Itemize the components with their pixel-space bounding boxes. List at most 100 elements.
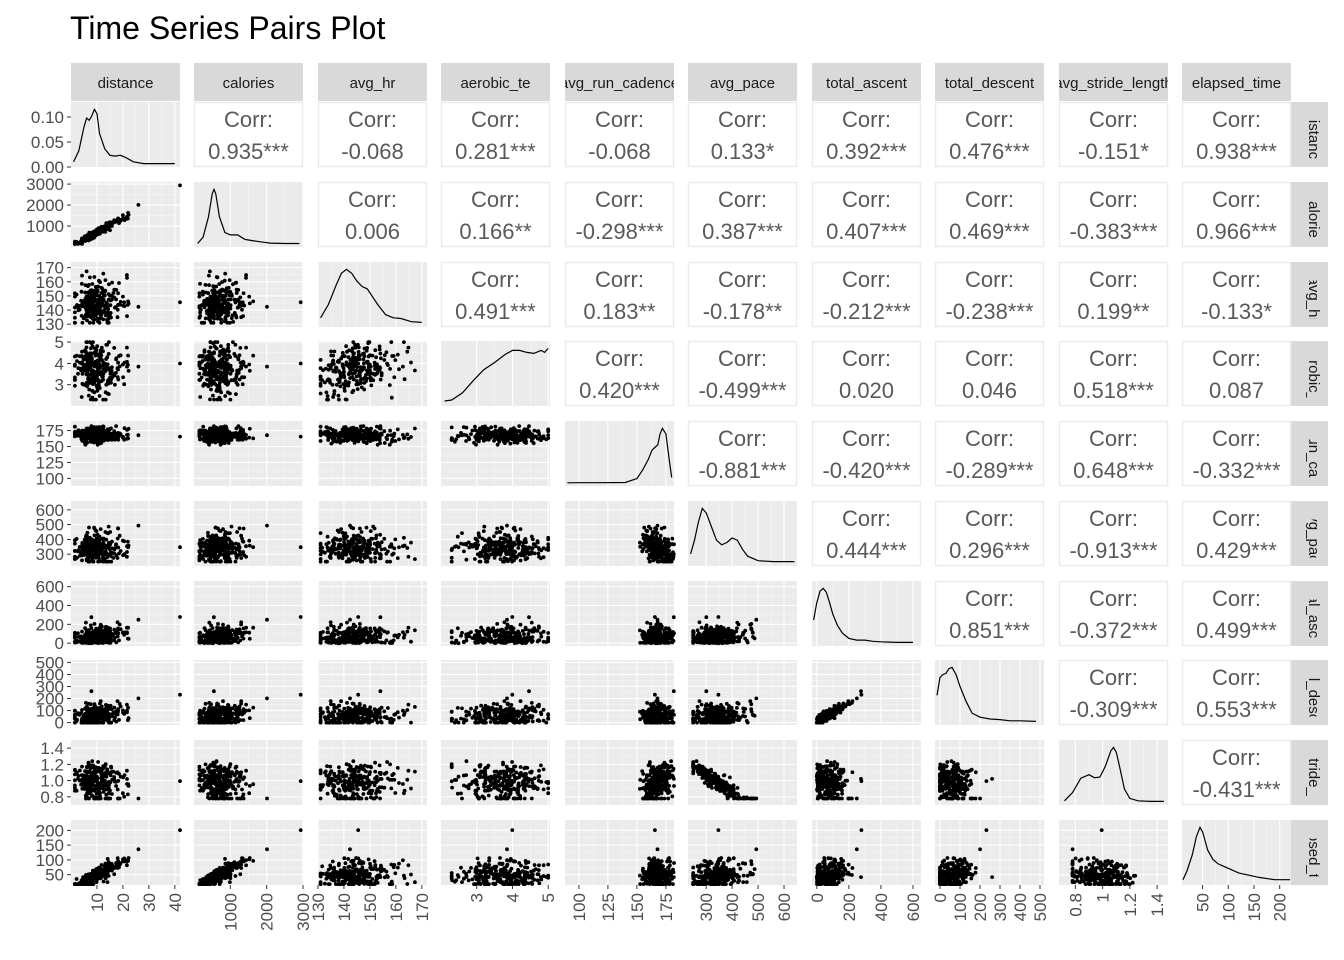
- scatter-point: [470, 428, 475, 433]
- corr-label: Corr:: [471, 187, 520, 212]
- scatter-point: [217, 293, 222, 298]
- scatter-point: [117, 302, 122, 307]
- scatter-point: [95, 428, 99, 433]
- scatter-point: [365, 359, 370, 364]
- scatter-point: [223, 626, 227, 631]
- scatter-point: [409, 639, 413, 644]
- scatter-point: [392, 375, 397, 380]
- corr-value: -0.298***: [575, 219, 664, 244]
- scatter-point: [479, 431, 484, 436]
- scatter-point: [205, 365, 210, 369]
- scatter-point: [453, 439, 457, 444]
- scatter-point: [126, 636, 130, 641]
- scatter-point: [355, 365, 359, 370]
- scatter-point: [234, 280, 239, 285]
- scatter-point: [116, 526, 120, 531]
- strip-top-label: avg_pace: [710, 75, 775, 92]
- scatter-point: [117, 622, 122, 627]
- scatter-point: [73, 375, 77, 380]
- scatter-point: [651, 530, 656, 534]
- scatter-point: [477, 559, 482, 564]
- scatter-point: [80, 372, 85, 376]
- scatter-point: [265, 304, 269, 309]
- scatter-point: [223, 305, 227, 310]
- scatter-point: [95, 532, 100, 537]
- corr-label: Corr:: [1089, 187, 1138, 212]
- scatter-point: [365, 555, 370, 559]
- scatter-point: [357, 353, 362, 358]
- scatter-point: [532, 428, 537, 433]
- scatter-point: [373, 559, 377, 564]
- scatter-point: [375, 430, 379, 435]
- scatter-point: [395, 556, 400, 560]
- scatter-point: [247, 301, 252, 306]
- scatter-point: [336, 393, 341, 398]
- scatter-point: [91, 637, 95, 642]
- scatter-point: [521, 541, 526, 545]
- scatter-point: [521, 428, 526, 433]
- scatter-point: [326, 548, 330, 552]
- scatter-point: [329, 353, 334, 358]
- scatter-point: [203, 299, 208, 304]
- scatter-point: [213, 525, 218, 530]
- scatter-point: [645, 529, 650, 533]
- scatter-point: [473, 536, 478, 541]
- scatter-point: [642, 525, 647, 530]
- scatter-point: [512, 440, 517, 445]
- scatter-point: [117, 551, 121, 556]
- scatter-point: [355, 426, 359, 431]
- scatter-point: [216, 640, 220, 645]
- scatter-point: [230, 294, 234, 298]
- corr-value: -0.068: [588, 139, 650, 164]
- scatter-point: [95, 370, 100, 375]
- scatter-point: [513, 428, 518, 432]
- scatter-point: [488, 430, 493, 435]
- scatter-point: [326, 377, 331, 382]
- scatter-point: [382, 547, 387, 551]
- scatter-point: [109, 550, 114, 555]
- scatter-point: [405, 349, 410, 354]
- scatter-point: [541, 546, 546, 550]
- scatter-point: [223, 318, 228, 322]
- scatter-point: [449, 425, 454, 430]
- scatter-point: [377, 347, 382, 352]
- scatter-point: [219, 317, 224, 322]
- scatter-point: [208, 345, 213, 350]
- scatter-point: [318, 557, 323, 561]
- scatter-point: [91, 340, 95, 344]
- scatter-point: [215, 316, 220, 321]
- scatter-point: [91, 429, 95, 434]
- scatter-point: [318, 391, 323, 396]
- scatter-point: [219, 320, 224, 325]
- scatter-point: [378, 441, 382, 445]
- scatter-point: [645, 534, 650, 539]
- scatter-point: [530, 432, 534, 437]
- corr-panel: [564, 340, 675, 407]
- scatter-point: [212, 316, 217, 321]
- scatter-point: [110, 437, 114, 442]
- scatter-point: [375, 362, 379, 367]
- scatter-point: [213, 340, 217, 344]
- corr-label: Corr:: [471, 267, 520, 292]
- scatter-point: [318, 531, 323, 535]
- scatter-point: [109, 294, 114, 298]
- scatter-point: [345, 620, 349, 625]
- scatter-point: [210, 298, 214, 303]
- scatter-point: [219, 344, 223, 349]
- scatter-point: [667, 559, 672, 564]
- scatter-point: [125, 276, 129, 280]
- scatter-point: [397, 545, 401, 550]
- scatter-point: [342, 375, 347, 380]
- scatter-point: [237, 526, 242, 531]
- scatter-point: [211, 320, 216, 325]
- scatter-point: [508, 441, 513, 446]
- scatter-point: [104, 382, 109, 387]
- scatter-point: [508, 557, 513, 561]
- scatter-point: [209, 372, 214, 377]
- scatter-point: [125, 273, 129, 277]
- scatter-point: [95, 344, 100, 349]
- scatter-point: [115, 307, 120, 312]
- scatter-point: [97, 354, 101, 358]
- scatter-point: [100, 435, 104, 440]
- scatter-point: [251, 545, 256, 550]
